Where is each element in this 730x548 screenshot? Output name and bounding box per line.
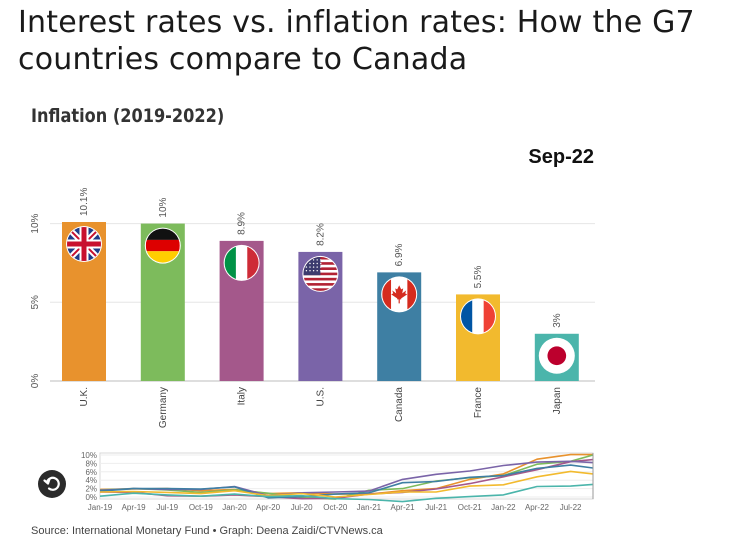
timeline-x-tick: Jul-22: [560, 503, 582, 512]
replay-button[interactable]: [38, 470, 66, 498]
timeline-x-tick: Apr-21: [391, 503, 416, 512]
japan-flag-icon: [538, 337, 575, 374]
italy-flag-icon: [223, 244, 260, 281]
us-flag-icon: [302, 255, 339, 292]
value-label: 8.9%: [237, 212, 248, 235]
value-label: 10%: [158, 197, 169, 217]
timeline-y-tick: 2%: [85, 485, 97, 494]
timeline-series-canada: [99, 464, 594, 499]
timeline-series-germany: [99, 454, 594, 500]
timeline-x-tick: Apr-20: [256, 503, 281, 512]
timeline-x-tick: Jul-20: [291, 503, 313, 512]
timeline-x-tick: Apr-22: [525, 503, 550, 512]
timeline-x-tick: Jan-21: [357, 503, 382, 512]
france-flag-icon: [460, 298, 496, 335]
value-label: 8.2%: [315, 223, 326, 246]
timeline-x-tick: Oct-21: [458, 503, 483, 512]
canada-flag-icon: [381, 276, 418, 313]
y-tick-label: 0%: [30, 374, 41, 389]
timeline-y-tick: 4%: [85, 476, 97, 485]
timeline-y-tick: 10%: [81, 451, 97, 460]
page-headline: Interest rates vs. inflation rates: How …: [18, 5, 695, 77]
timeline-x-tick: Jan-22: [491, 503, 516, 512]
value-label: 5.5%: [473, 266, 484, 289]
category-label: Germany: [158, 387, 169, 428]
uk-flag-icon: [66, 226, 102, 262]
timeline-y-tick: 6%: [85, 468, 97, 477]
timeline-x-tick: Apr-19: [122, 503, 147, 512]
date-label: Sep-22: [528, 146, 594, 168]
category-label: Italy: [237, 387, 248, 405]
category-label: Canada: [394, 387, 405, 422]
value-label: 10.1%: [79, 188, 90, 216]
timeline-x-tick: Jul-19: [156, 503, 178, 512]
source-credit: Source: International Monetary Fund • Gr…: [31, 525, 383, 537]
timeline-x-tick: Jan-20: [222, 503, 247, 512]
timeline-series-japan: [99, 483, 594, 503]
timeline-x-tick: Jan-19: [88, 503, 113, 512]
timeline-y-tick: 0%: [85, 493, 97, 502]
replay-icon: [43, 476, 60, 491]
category-label: U.S.: [315, 387, 326, 406]
germany-flag-icon: [144, 227, 181, 264]
chart-title: Inflation (2019-2022): [31, 105, 225, 127]
category-label: Japan: [552, 387, 563, 414]
timeline-x-tick: Oct-20: [323, 503, 348, 512]
value-label: 6.9%: [394, 243, 405, 266]
category-label: U.K.: [79, 387, 90, 406]
y-tick-label: 10%: [30, 213, 41, 233]
y-tick-label: 5%: [30, 295, 41, 310]
value-label: 3%: [552, 313, 563, 328]
timeline-series-france: [99, 470, 594, 498]
category-label: France: [473, 387, 484, 419]
timeline-x-tick: Oct-19: [189, 503, 214, 512]
timeline-y-tick: 8%: [85, 459, 97, 468]
timeline-x-tick: Jul-21: [425, 503, 447, 512]
